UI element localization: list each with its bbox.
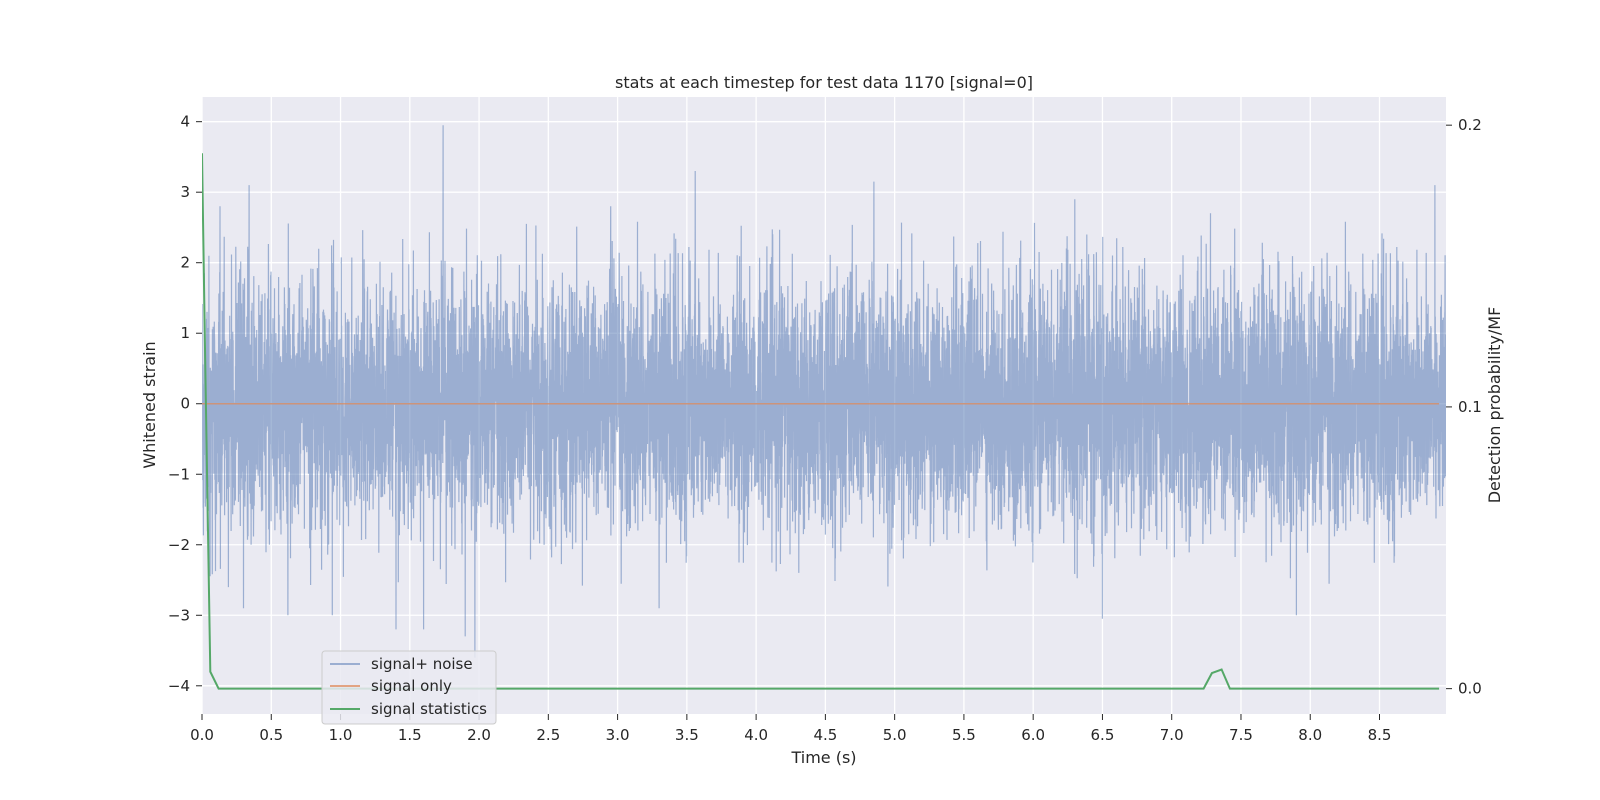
x-tick-label: 1.0	[329, 726, 353, 744]
x-tick-label: 5.5	[952, 726, 976, 744]
y-tick-label: 0	[180, 395, 190, 413]
x-tick-label: 3.5	[675, 726, 699, 744]
x-tick-label: 5.0	[883, 726, 907, 744]
series-signal-statistics-line	[202, 153, 1440, 690]
x-tick-label: 1.5	[398, 726, 422, 744]
y-tick-label: 4	[180, 113, 190, 131]
y2-tick-label: 0.1	[1458, 398, 1482, 416]
y-tick-label: −1	[168, 465, 190, 483]
legend-label-signal-only: signal only	[371, 677, 452, 695]
x-tick-label: 4.0	[744, 726, 768, 744]
y-tick-label: −4	[168, 677, 190, 695]
y-axis-title: Whitened strain	[140, 341, 159, 468]
chart-title: stats at each timestep for test data 117…	[615, 73, 1033, 92]
y-tick-label: 3	[180, 183, 190, 201]
y-tick-label: 1	[180, 324, 190, 342]
legend-box	[321, 650, 497, 725]
x-tick-label: 7.5	[1229, 726, 1253, 744]
x-tick-label: 2.0	[467, 726, 491, 744]
y-tick-label: −2	[168, 536, 190, 554]
x-tick-label: 6.0	[1021, 726, 1045, 744]
y2-axis-title: Detection probability/MF	[1485, 307, 1504, 504]
series-signal-noise-line	[202, 125, 1446, 658]
x-tick-label: 3.0	[606, 726, 630, 744]
series-layer	[202, 125, 1446, 690]
x-tick-label: 6.5	[1091, 726, 1115, 744]
y-tick-label: −3	[168, 606, 190, 624]
x-tick-label: 4.5	[813, 726, 837, 744]
y-axis-right: 0.0 0.1 0.2	[1446, 116, 1482, 698]
x-tick-label: 7.0	[1160, 726, 1184, 744]
legend-label-signal-noise: signal+ noise	[371, 655, 473, 673]
x-tick-label: 0.5	[259, 726, 283, 744]
legend-label-signal-statistics: signal statistics	[371, 700, 487, 718]
y-axis-left: −4 −3 −2 −1 0 1 2 3 4	[168, 113, 202, 695]
x-tick-label: 8.0	[1298, 726, 1322, 744]
x-axis-title: Time (s)	[790, 748, 856, 767]
y2-tick-label: 0.2	[1458, 116, 1482, 134]
y-tick-label: 2	[180, 254, 190, 272]
x-tick-label: 8.5	[1368, 726, 1392, 744]
x-tick-label: 2.5	[536, 726, 560, 744]
y2-tick-label: 0.0	[1458, 680, 1482, 698]
legend: signal+ noise signal only signal statist…	[321, 650, 497, 725]
x-axis: 0.0 0.5 1.0 1.5 2.0 2.5 3.0 3.5 4.0 4.5 5.0 5.5 6.0 6…	[190, 714, 1391, 744]
x-tick-label: 0.0	[190, 726, 214, 744]
plot-clip-group	[202, 125, 1446, 690]
